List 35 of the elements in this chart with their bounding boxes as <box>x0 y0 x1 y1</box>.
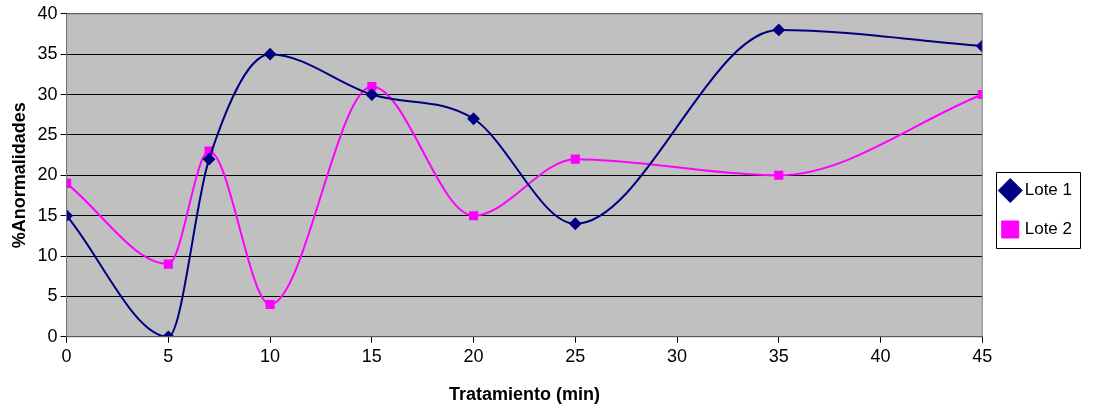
x-tick-label: 20 <box>463 345 484 366</box>
x-tick-label: 40 <box>870 345 891 366</box>
y-tick-label: 15 <box>37 204 58 225</box>
y-tick-label: 10 <box>37 245 58 266</box>
x-tick-label: 5 <box>163 345 174 366</box>
x-tick-label: 0 <box>61 345 72 366</box>
x-tick-label: 35 <box>768 345 789 366</box>
y-tick-label: 20 <box>37 164 58 185</box>
legend-label: Lote 1 <box>1024 180 1072 200</box>
legend-label: Lote 2 <box>1024 219 1072 239</box>
point <box>774 170 784 180</box>
point <box>569 217 582 230</box>
point <box>469 211 479 221</box>
point <box>367 81 377 92</box>
x-tick-label: 15 <box>361 345 382 366</box>
x-tick-label: 25 <box>565 345 586 366</box>
x-tick-label: 10 <box>260 345 281 366</box>
y-tick-label: 40 <box>37 2 58 23</box>
point <box>163 259 173 269</box>
y-tick-label: 5 <box>47 285 58 306</box>
x-tick-label: 30 <box>667 345 688 366</box>
point <box>772 23 785 36</box>
point <box>570 154 580 164</box>
y-tick-label: 35 <box>37 43 58 64</box>
point <box>264 48 277 61</box>
y-tick-label: 0 <box>47 325 58 346</box>
point <box>467 112 480 125</box>
y-tick-label: 30 <box>37 83 58 104</box>
y-tick-label: 25 <box>37 123 58 144</box>
x-tick-label: 45 <box>972 345 993 366</box>
y-axis-title: %Anormalidades <box>8 102 29 249</box>
point <box>203 153 216 166</box>
point <box>265 299 275 310</box>
x-axis-title: Tratamiento (min) <box>448 384 600 405</box>
point <box>365 88 378 101</box>
